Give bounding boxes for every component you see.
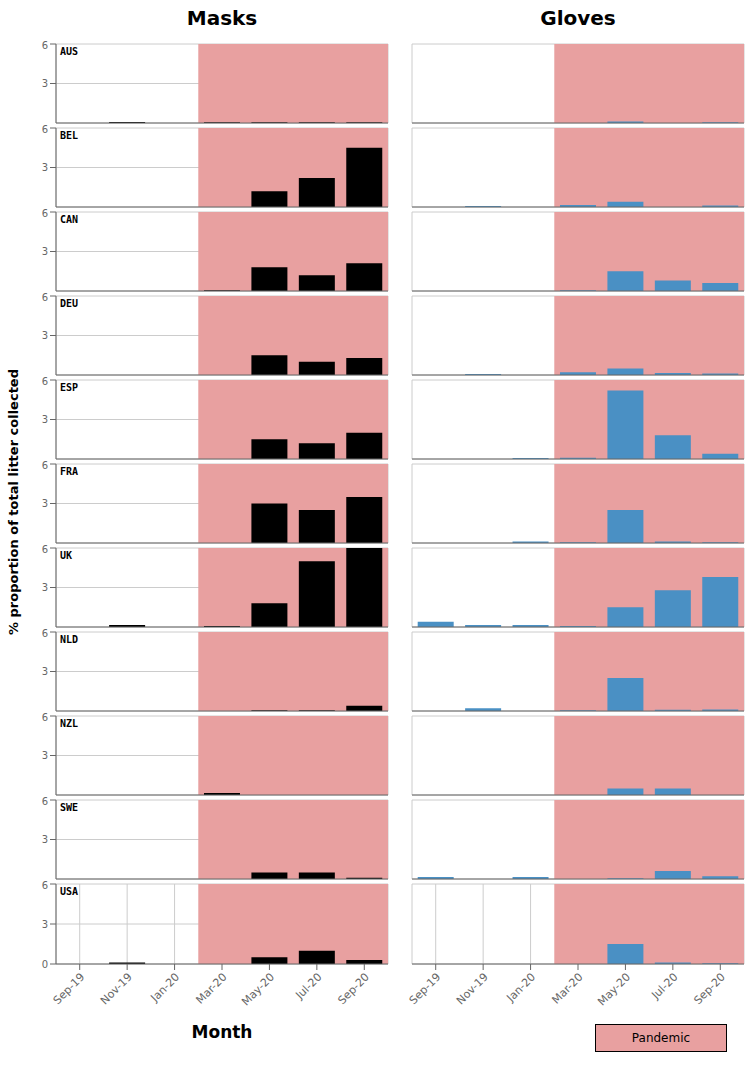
svg-text:6: 6: [42, 796, 48, 807]
html-text:USA: USA: [60, 886, 79, 897]
svg-text:Sep-19: Sep-19: [51, 970, 88, 1007]
html-text:NZL: NZL: [60, 718, 79, 729]
svg-text:3: 3: [42, 162, 48, 173]
svg-text:Sep-20: Sep-20: [335, 970, 372, 1007]
html-text:Masks: Masks: [186, 6, 258, 30]
svg-text:3: 3: [42, 834, 48, 845]
svg-text:3: 3: [42, 498, 48, 509]
svg-text:Mar-20: Mar-20: [550, 970, 586, 1006]
svg-text:3: 3: [42, 414, 48, 425]
svg-text:3: 3: [42, 78, 48, 89]
html-text:CAN: CAN: [60, 214, 79, 225]
svg-text:3: 3: [42, 246, 48, 257]
html-text:Month: Month: [191, 1022, 253, 1042]
svg-text:3: 3: [42, 919, 48, 930]
svg-text:6: 6: [42, 292, 48, 303]
html-text:ESP: ESP: [60, 382, 79, 393]
svg-text:6: 6: [42, 40, 48, 51]
svg-text:6: 6: [42, 124, 48, 135]
html-text:DEU: DEU: [60, 298, 79, 309]
html-text:SWE: SWE: [60, 802, 79, 813]
svg-text:Sep-19: Sep-19: [408, 970, 443, 1007]
svg-text:6: 6: [42, 880, 48, 891]
svg-text:6: 6: [42, 712, 48, 723]
svg-text:0: 0: [42, 959, 48, 970]
svg-text:Nov-19: Nov-19: [454, 970, 491, 1007]
svg-text:Jul-20: Jul-20: [649, 970, 681, 1002]
svg-text:May-20: May-20: [239, 970, 277, 1008]
svg-text:3: 3: [42, 330, 48, 341]
html-text:% proportion of total litter c: % proportion of total litter collected: [5, 369, 21, 635]
svg-text:3: 3: [42, 582, 48, 593]
svg-text:Sep-20: Sep-20: [691, 970, 728, 1007]
html-text:UK: UK: [60, 550, 72, 561]
svg-text:6: 6: [42, 544, 48, 555]
html-text:FRA: FRA: [60, 466, 79, 477]
svg-text:6: 6: [42, 376, 48, 387]
svg-text:6: 6: [42, 460, 48, 471]
svg-text:Mar-20: Mar-20: [194, 970, 230, 1006]
html-text:AUS: AUS: [60, 46, 79, 57]
svg-text:May-20: May-20: [595, 970, 633, 1008]
html-text:Pandemic: Pandemic: [631, 1031, 691, 1045]
svg-text:3: 3: [42, 750, 48, 761]
svg-text:3: 3: [42, 666, 48, 677]
html-text:Gloves: Gloves: [540, 6, 616, 30]
svg-text:6: 6: [42, 208, 48, 219]
svg-text:Jul-20: Jul-20: [293, 970, 325, 1002]
svg-text:Nov-19: Nov-19: [98, 970, 135, 1007]
svg-text:Jan-20: Jan-20: [504, 970, 539, 1005]
html-text:NLD: NLD: [60, 634, 79, 645]
html-text:BEL: BEL: [60, 130, 79, 141]
svg-text:6: 6: [42, 628, 48, 639]
svg-text:Jan-20: Jan-20: [148, 970, 183, 1005]
